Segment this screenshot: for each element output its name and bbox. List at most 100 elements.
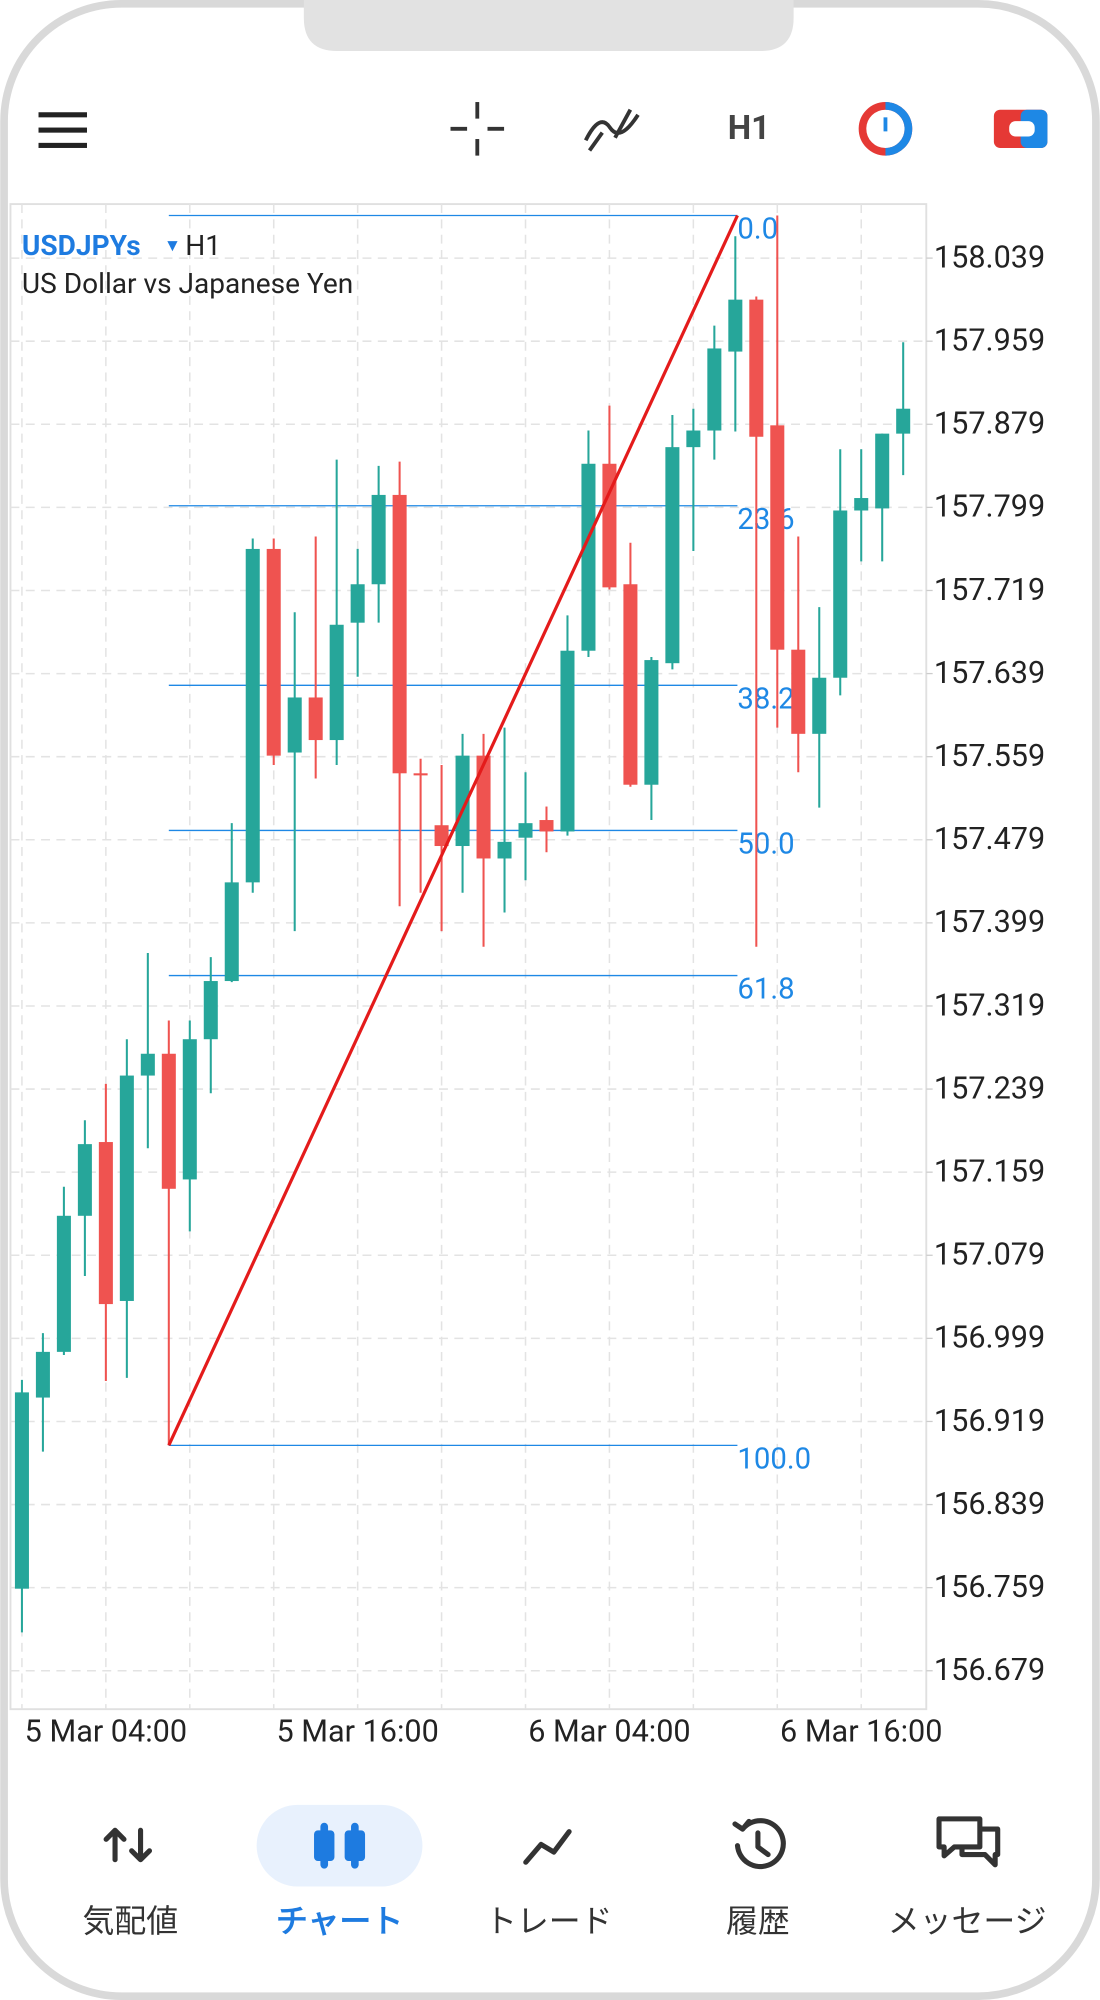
- y-tick-label: 156.839: [934, 1487, 1045, 1522]
- y-tick-label: 156.759: [934, 1570, 1045, 1605]
- indicators-button[interactable]: [584, 108, 640, 152]
- candle-body: [77, 1144, 92, 1216]
- candle-body: [644, 660, 659, 785]
- symbol-dropdown[interactable]: [167, 241, 178, 252]
- plot-frame: [9, 203, 928, 1711]
- fib-level-label: 61.8: [737, 973, 794, 1007]
- nav-icon[interactable]: [936, 1816, 1001, 1868]
- candle-body: [224, 882, 239, 982]
- symbol-timeframe: H1: [185, 229, 221, 262]
- candle-body: [770, 425, 785, 650]
- y-tick-label: 157.719: [934, 573, 1045, 608]
- symbol-description: US Dollar vs Japanese Yen: [22, 267, 353, 300]
- nav-icon[interactable]: [732, 1818, 786, 1870]
- trade-clock-button[interactable]: [858, 102, 913, 156]
- plot: 158.039 157.959 157.879 157.799 157.719 157.6…: [10, 204, 1045, 1750]
- candle-body: [119, 1075, 134, 1301]
- candle-body: [392, 494, 407, 774]
- nav-icon[interactable]: [523, 1829, 572, 1865]
- candle-body: [266, 548, 281, 756]
- y-tick-label: 157.399: [934, 905, 1045, 940]
- bottom-nav: 気配値 チャート トレード 履歴 メッセージ: [83, 1804, 1047, 1940]
- x-tick-label: 6 Mar 16:00: [780, 1715, 942, 1750]
- candle-body: [371, 494, 386, 585]
- y-tick-label: 156.999: [934, 1321, 1045, 1356]
- fib-level-label: 0.0: [737, 213, 778, 247]
- candle-body: [497, 841, 512, 859]
- candle-body: [14, 1392, 29, 1589]
- candle-body: [812, 677, 827, 734]
- candle-body: [476, 755, 491, 859]
- nav-active-pill: [256, 1804, 423, 1887]
- one-click-button[interactable]: [993, 109, 1048, 148]
- candle-body: [161, 1053, 176, 1189]
- nav-icon[interactable]: [103, 1827, 153, 1863]
- nav-label[interactable]: 履歴: [726, 1902, 790, 1940]
- y-tick-label: 157.479: [934, 822, 1045, 857]
- crosshair-button[interactable]: [450, 102, 505, 156]
- candle-body: [350, 584, 365, 623]
- y-tick-label: 156.919: [934, 1404, 1045, 1439]
- x-tick-label: 5 Mar 16:00: [276, 1715, 438, 1750]
- y-tick-label: 157.799: [934, 490, 1045, 525]
- candle-body: [854, 498, 869, 511]
- y-tick-label: 157.959: [934, 324, 1045, 359]
- candle-body: [707, 348, 722, 431]
- candle-body: [140, 1053, 155, 1076]
- candle-body: [35, 1351, 50, 1398]
- y-tick-label: 157.159: [934, 1155, 1045, 1190]
- candle-body: [455, 755, 470, 847]
- notch: [303, 0, 794, 52]
- candle-body: [413, 773, 428, 776]
- candle-body: [833, 510, 848, 678]
- candle-body: [203, 981, 218, 1040]
- candle-body: [518, 823, 533, 838]
- menu-button[interactable]: [38, 112, 87, 148]
- nav-label[interactable]: メッセージ: [888, 1902, 1047, 1940]
- candle-body: [182, 1039, 197, 1180]
- fib-trend-line: [167, 214, 739, 1447]
- nav-label[interactable]: トレード: [485, 1902, 613, 1940]
- candle-body: [287, 697, 302, 753]
- y-tick-label: 157.239: [934, 1071, 1045, 1106]
- fib-level-label: 100.0: [737, 1442, 811, 1476]
- fib-level-label: 38.2: [737, 682, 794, 716]
- timeframe-button[interactable]: H1: [728, 109, 770, 148]
- nav-label[interactable]: チャート: [276, 1902, 403, 1940]
- candle-body: [623, 584, 638, 785]
- fib-level-label: 50.0: [737, 827, 794, 861]
- candle-body: [560, 650, 575, 832]
- y-tick-label: 158.039: [934, 240, 1045, 275]
- candle-body: [665, 447, 680, 664]
- candle-body: [539, 820, 554, 832]
- candle-body: [686, 430, 701, 448]
- x-tick-label: 6 Mar 04:00: [528, 1715, 690, 1750]
- y-tick-label: 157.639: [934, 656, 1045, 691]
- candle-body: [308, 697, 323, 741]
- candle-body: [581, 463, 596, 651]
- candle-body: [749, 299, 764, 437]
- fib-level-label: 23.6: [737, 503, 794, 537]
- candle-body: [896, 408, 911, 434]
- candle-body: [434, 825, 449, 847]
- candle-body: [56, 1215, 71, 1352]
- nav-icon[interactable]: [314, 1822, 366, 1869]
- candle-body: [791, 649, 806, 734]
- candle-body: [98, 1142, 113, 1305]
- nav-label[interactable]: 気配値: [83, 1902, 179, 1940]
- y-tick-label: 157.559: [934, 739, 1045, 774]
- y-tick-label: 156.679: [934, 1653, 1045, 1688]
- candle-body: [602, 463, 617, 588]
- y-tick-label: 157.879: [934, 407, 1045, 442]
- y-tick-label: 157.319: [934, 988, 1045, 1023]
- x-tick-label: 5 Mar 04:00: [25, 1715, 187, 1750]
- symbol[interactable]: USDJPYs: [22, 229, 141, 262]
- y-tick-label: 157.079: [934, 1238, 1045, 1273]
- candle-body: [329, 624, 344, 741]
- candle-body: [728, 299, 743, 352]
- candle-body: [875, 433, 890, 509]
- candle-body: [245, 548, 260, 883]
